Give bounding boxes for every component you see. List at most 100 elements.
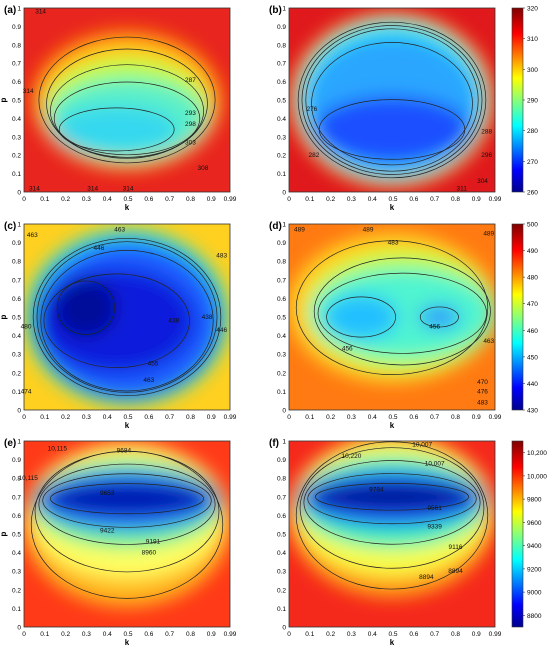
contour-line bbox=[43, 273, 190, 368]
x-tick-label: 0.3 bbox=[82, 414, 91, 421]
x-tick-label: 0.6 bbox=[409, 414, 418, 421]
panel-label: (b) bbox=[269, 5, 282, 16]
contour-line bbox=[38, 463, 216, 545]
contour-line bbox=[50, 64, 204, 158]
y-tick-label: 0.6 bbox=[277, 79, 286, 86]
y-tick-label: 0.8 bbox=[12, 476, 21, 483]
contour-label: 9422 bbox=[100, 527, 115, 534]
x-tick-label: 0.4 bbox=[368, 631, 377, 638]
contour-lines bbox=[30, 450, 224, 599]
y-tick-label: 0.7 bbox=[12, 61, 21, 68]
x-tick-label: 0 bbox=[22, 631, 26, 638]
contour-label: 474 bbox=[21, 388, 32, 395]
panel-f: (f) 0 0.1 0.2 0.3 0.4 0.5 0.6 0.7 0.8 0.9 0.99 0 0.1 0… bbox=[269, 438, 547, 647]
contour-label: 9116 bbox=[448, 544, 462, 551]
contour-line bbox=[295, 240, 489, 376]
contour-line bbox=[32, 237, 222, 397]
y-tick-label: 0.4 bbox=[12, 333, 21, 340]
contour-line bbox=[58, 107, 175, 152]
contour-label: 288 bbox=[481, 128, 492, 135]
contour-label: 438 bbox=[202, 314, 213, 321]
contour-label: 456 bbox=[429, 323, 440, 330]
contour-line bbox=[305, 28, 479, 172]
x-tick-label: 0.1 bbox=[40, 414, 49, 421]
contour-line bbox=[317, 272, 487, 354]
contour-label: 470 bbox=[477, 379, 488, 386]
contour-label: 483 bbox=[388, 240, 399, 247]
y-tick-label: 0.8 bbox=[277, 42, 286, 49]
colorbar: 8800 9000 9200 9400 9600 9800 10,000 10,200 bbox=[511, 440, 547, 628]
panel-label: (a) bbox=[4, 5, 16, 16]
y-tick-label: 0.2 bbox=[277, 370, 286, 377]
y-tick-label: 0.4 bbox=[277, 116, 286, 123]
contour-label: 489 bbox=[363, 227, 374, 234]
heatmap-field bbox=[24, 224, 230, 410]
x-tick-label: 0.1 bbox=[305, 414, 314, 421]
contour-label: 9684 bbox=[117, 447, 132, 454]
contour-label: 10,115 bbox=[48, 445, 68, 452]
x-tick-label: 0.1 bbox=[305, 196, 314, 203]
x-tick-label: 0.3 bbox=[82, 631, 91, 638]
heat-region bbox=[54, 277, 117, 338]
y-tick-label: 0.6 bbox=[277, 296, 286, 303]
y-tick-label: 0.1 bbox=[12, 171, 21, 178]
colorbar-tick-label: 430 bbox=[527, 408, 538, 415]
y-tick-label: 0.9 bbox=[12, 240, 21, 247]
contour-line bbox=[38, 36, 216, 164]
y-tick-label: 1 bbox=[17, 6, 21, 13]
contour-label: 489 bbox=[294, 227, 305, 234]
y-tick-label: 0 bbox=[17, 625, 21, 632]
contour-label: 483 bbox=[216, 253, 227, 260]
x-tick-label: 0.4 bbox=[103, 196, 112, 203]
x-tick-label: 0.9 bbox=[472, 196, 481, 203]
contour-label: 9784 bbox=[369, 486, 384, 493]
colorbar-tick-label: 9200 bbox=[527, 566, 542, 573]
y-tick-label: 1 bbox=[17, 439, 21, 446]
y-tick-label: 0.5 bbox=[12, 98, 21, 105]
y-tick-label: 0.2 bbox=[12, 153, 21, 160]
colorbar-tick-label: 10,200 bbox=[527, 450, 547, 457]
contour-line bbox=[311, 42, 473, 166]
x-tick-label: 0.5 bbox=[389, 414, 398, 421]
contour-label: 314 bbox=[35, 9, 46, 16]
y-tick-label: 0.5 bbox=[277, 315, 286, 322]
x-tick-label: 0.8 bbox=[186, 196, 195, 203]
y-tick-label: 0.2 bbox=[12, 370, 21, 377]
x-tick-label: 0.5 bbox=[389, 196, 398, 203]
x-tick-label: 0.3 bbox=[82, 196, 91, 203]
y-tick-label: 0.7 bbox=[12, 494, 21, 501]
x-tick-label: 0.1 bbox=[40, 631, 49, 638]
contour-label: 314 bbox=[29, 185, 40, 192]
plot-frame bbox=[288, 223, 496, 411]
x-axis-title: k bbox=[390, 421, 395, 430]
contour-line bbox=[295, 441, 489, 590]
contour-label: 10,007 bbox=[425, 460, 445, 467]
panel-d: (d) 0 0.1 0.2 0.3 0.4 0.5 0.6 0.7 0.8 0.9 0.99 0 0.1 0… bbox=[269, 221, 538, 430]
plot-frame bbox=[23, 7, 231, 193]
panel-e: (e) 0 0.1 0.2 0.3 0.4 0.5 0.6 0.7 0.8 0.9 0.99 0 0.1 0… bbox=[0, 438, 237, 647]
x-tick-label: 0.9 bbox=[207, 414, 216, 421]
contour-label: 463 bbox=[143, 377, 154, 384]
x-tick-label: 0.7 bbox=[165, 196, 174, 203]
x-tick-label: 0.3 bbox=[347, 631, 356, 638]
y-tick-label: 0.3 bbox=[12, 352, 21, 359]
x-axis-title: k bbox=[125, 203, 130, 212]
contour-line bbox=[419, 306, 459, 328]
contour-line bbox=[53, 81, 201, 156]
colorbar-tick-label: 9000 bbox=[527, 590, 542, 597]
y-tick-label: 0.6 bbox=[12, 79, 21, 86]
heat-region bbox=[324, 294, 399, 340]
colorbar-tick-label: 320 bbox=[527, 6, 538, 13]
colorbar-tick-label: 9800 bbox=[527, 497, 542, 504]
panel-c: (c) 0 0.1 0.2 0.3 0.4 0.5 0.6 0.7 0.8 0.9 0.99 0 0.1 0… bbox=[0, 221, 237, 430]
x-tick-label: 0.9 bbox=[472, 631, 481, 638]
y-tick-label: 0 bbox=[282, 625, 286, 632]
y-tick-label: 0 bbox=[17, 190, 21, 197]
contour-line bbox=[301, 25, 483, 175]
colorbar: 260 270 280 290 300 310 320 bbox=[511, 6, 538, 197]
contour-label: 293 bbox=[185, 110, 196, 117]
contour-label: 446 bbox=[216, 327, 227, 334]
y-tick-label: 0.8 bbox=[12, 42, 21, 49]
x-tick-label: 0.1 bbox=[40, 196, 49, 203]
